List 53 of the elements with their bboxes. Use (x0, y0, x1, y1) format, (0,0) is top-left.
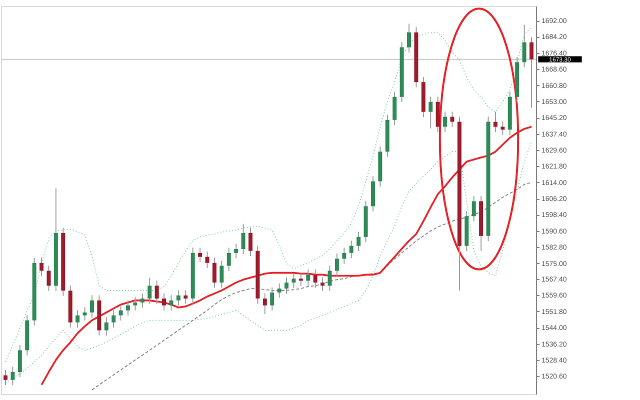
candlestick (292, 272, 296, 288)
candlestick (18, 344, 22, 378)
candlestick (392, 91, 397, 126)
candlestick (140, 292, 144, 308)
candlestick (529, 36, 534, 108)
candlestick (493, 111, 498, 132)
candlestick (40, 257, 44, 276)
candlestick (162, 292, 166, 312)
candlestick (450, 111, 454, 128)
line-series (91, 182, 532, 390)
candlestick (328, 265, 332, 292)
candlestick (270, 286, 274, 312)
candlestick (241, 223, 246, 255)
candlestick (4, 370, 8, 386)
candlestick (104, 316, 108, 336)
candlestick (82, 306, 87, 322)
candlestick (407, 23, 412, 53)
candlestick (356, 231, 361, 252)
candlestick (313, 269, 318, 288)
candlestick (277, 282, 282, 298)
candlestick (126, 300, 130, 316)
candlestick (133, 296, 138, 312)
candlestick (112, 310, 116, 328)
candlestick (118, 304, 123, 322)
line-series (5, 27, 532, 363)
candlestick (522, 24, 526, 68)
candlestick (220, 260, 224, 288)
candlestick (212, 257, 216, 288)
candlestick (248, 227, 252, 257)
candlestick (472, 196, 476, 222)
candlestick (334, 253, 339, 276)
candlestick (169, 294, 174, 312)
candlestick (349, 240, 354, 259)
candlestick (46, 265, 51, 292)
candlestick (234, 243, 238, 259)
candlestick (443, 111, 448, 132)
candlestick (284, 276, 289, 294)
candlestick (226, 247, 231, 272)
candlestick (76, 310, 80, 328)
candlestick (428, 96, 433, 129)
candlestick (306, 269, 310, 286)
candlestick (320, 276, 325, 292)
candlestick (198, 247, 202, 263)
candlestick (184, 290, 188, 304)
candlestick (148, 277, 152, 304)
candlestick (90, 294, 94, 318)
candlestick (205, 251, 210, 269)
candlestick (262, 292, 267, 315)
candlestick (342, 247, 346, 264)
candlestick (298, 272, 303, 286)
candlestick (176, 290, 180, 306)
candlestick (154, 280, 159, 304)
candlestick (10, 366, 15, 386)
